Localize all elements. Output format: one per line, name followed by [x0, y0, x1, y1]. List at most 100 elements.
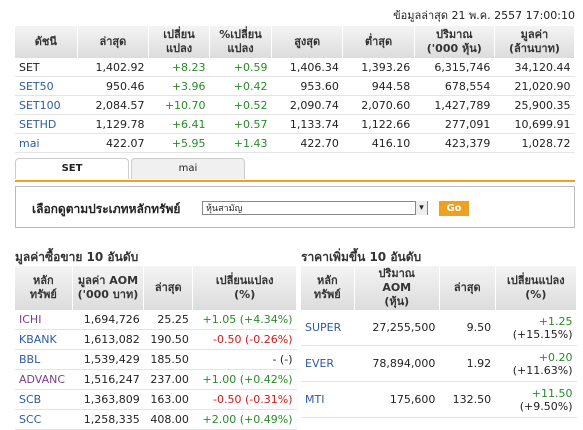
cell: MTI: [301, 381, 355, 418]
cell-text: 78,894,000: [372, 357, 436, 370]
cell-text: +8.23: [171, 60, 206, 74]
cell-text: 21,020.90: [514, 79, 571, 93]
cell-text: 416.10: [371, 136, 411, 150]
cell-text: 163.00: [150, 393, 189, 406]
cell: 132.50: [439, 381, 496, 418]
cell-text: 944.58: [371, 79, 411, 93]
cell: ICHI: [15, 310, 73, 330]
cell: 10,699.91: [494, 114, 575, 134]
cell-text: -0.50 (-0.31%): [213, 393, 293, 406]
header-text: (%): [234, 288, 256, 301]
cell-text: +1.25: [538, 314, 573, 328]
header-cell: ล่าสุด: [77, 26, 150, 58]
cell: 2,084.57: [77, 95, 149, 115]
cell: SET50: [15, 76, 78, 96]
tab[interactable]: mai: [131, 158, 245, 179]
header-cell: เปลี่ยนแปลง (%): [495, 266, 578, 310]
header-text: ล่าสุด: [154, 281, 182, 294]
cell: 953.60: [271, 76, 343, 96]
cell: +3.96: [148, 76, 210, 96]
cell: 9.50: [439, 310, 496, 346]
header-text: ('000 หุ้น): [426, 42, 482, 55]
cell: +1.25 (+15.15%): [495, 310, 577, 346]
cell-text: SCB: [19, 393, 42, 406]
cell-text: 1,122.66: [361, 117, 411, 131]
cell: 1,129.78: [77, 114, 149, 134]
cell-text: +0.59: [233, 60, 268, 74]
header-cell: มูลค่า (ล้านบาท): [494, 26, 576, 58]
cell-text: 1,402.92: [95, 60, 145, 74]
header-text: หลัก: [33, 274, 54, 287]
row: MTI 175,600 132.50 +11.50 (+9.50%): [301, 381, 577, 418]
cell-text: (+11.63%): [512, 363, 573, 377]
header-cell: เปลี่ยน แปลง: [148, 26, 211, 58]
cell-text: 1.92: [466, 357, 492, 370]
cell-text: +0.42: [233, 79, 268, 93]
cell-text: +5.95: [171, 136, 206, 150]
header-text: (หุ้น): [384, 295, 410, 308]
cell-text: SET50: [19, 79, 54, 93]
header-cell: ล่าสุด: [143, 266, 194, 310]
cell-text: - (-): [272, 353, 293, 366]
cell: 1,028.72: [494, 133, 575, 153]
header-text: มูลค่า: [520, 28, 549, 41]
cell-text: 1,427,789: [434, 98, 491, 112]
cell-text: 1,028.72: [521, 136, 571, 150]
cell: 1,516,247: [72, 369, 144, 390]
cell-text: 6,315,746: [434, 60, 491, 74]
cell: +1.00 (+0.42%): [192, 369, 297, 390]
select[interactable]: หุ้นสามัญ: [202, 201, 428, 215]
go-button[interactable]: Go: [439, 201, 469, 216]
header-text: เปลี่ยนแปลง: [507, 274, 565, 287]
row: BBL 1,539,429 185.50 - (-): [15, 349, 297, 370]
cell-text: +3.96: [171, 79, 206, 93]
cell-text: MTI: [305, 393, 325, 406]
cell-text: 1,539,429: [83, 353, 140, 366]
cell: +6.41: [148, 114, 210, 134]
cell: 1,363,809: [72, 389, 144, 410]
header-text: เปลี่ยน: [163, 28, 195, 41]
cell: +1.05 (+4.34%): [192, 310, 297, 330]
cell-text: 34,120.44: [514, 60, 571, 74]
cell: 25.25: [143, 310, 193, 330]
cell: 678,554: [414, 76, 495, 96]
cell-text: 953.60: [300, 79, 339, 93]
cell: 1,122.66: [342, 114, 415, 134]
cell-text: 422.70: [300, 136, 339, 150]
cell: 25,900.35: [494, 95, 575, 115]
header-text: ทรัพย์: [313, 288, 341, 301]
header-cell: ล่าสุด: [439, 266, 496, 310]
header-text: แปลง: [165, 42, 193, 55]
tab[interactable]: SET: [15, 158, 129, 179]
cell-text: KBANK: [19, 333, 57, 346]
header-cell: ปริมาณ ('000 หุ้น): [414, 26, 495, 58]
header-text: เปลี่ยนแปลง: [215, 274, 274, 287]
cell: -0.50 (-0.31%): [192, 389, 297, 410]
cell-text: 1,406.34: [289, 60, 339, 74]
header-text: แปลง: [227, 42, 254, 55]
header-cell: มูลค่า AOM ('000 บาท): [72, 266, 145, 310]
header-text: หลัก: [316, 274, 338, 287]
cell-text: SET: [19, 60, 40, 74]
cell-text: +11.50: [531, 386, 573, 400]
cell: SET100: [15, 95, 78, 115]
header-cell: %เปลี่ยน แปลง: [209, 26, 272, 58]
timestamp: ข้อมูลล่าสุด 21 พ.ค. 2557 17:00:10: [393, 9, 575, 22]
cell: +1.43: [209, 133, 272, 153]
cell: 944.58: [342, 76, 415, 96]
cell: 1,539,429: [72, 349, 144, 370]
cell-text: 25,900.35: [514, 98, 571, 112]
header-text: ต่ำสุด: [364, 35, 393, 48]
cell-text: 2,070.60: [361, 98, 411, 112]
cell: +11.50 (+9.50%): [495, 381, 577, 418]
row: KBANK 1,613,082 190.50 -0.50 (-0.26%): [15, 329, 297, 350]
cell: 1,427,789: [414, 95, 495, 115]
cell: +0.52: [209, 95, 272, 115]
page: ข้อมูลล่าสุด 21 พ.ค. 2557 17:00:10 ดัชนี…: [0, 0, 583, 420]
header-row: ดัชนี ล่าสุด เปลี่ยน แปลง %เปลี่ยน แปลง สูงสุด…: [15, 26, 576, 58]
cell-text: 2,084.57: [95, 98, 145, 112]
row: SET100 2,084.57 +10.70 +0.52 2,090.74 2,070.6…: [15, 95, 575, 115]
header-text: AOM: [382, 281, 412, 294]
cell-text: 190.50: [150, 333, 189, 346]
cell: 423,379: [414, 133, 495, 153]
